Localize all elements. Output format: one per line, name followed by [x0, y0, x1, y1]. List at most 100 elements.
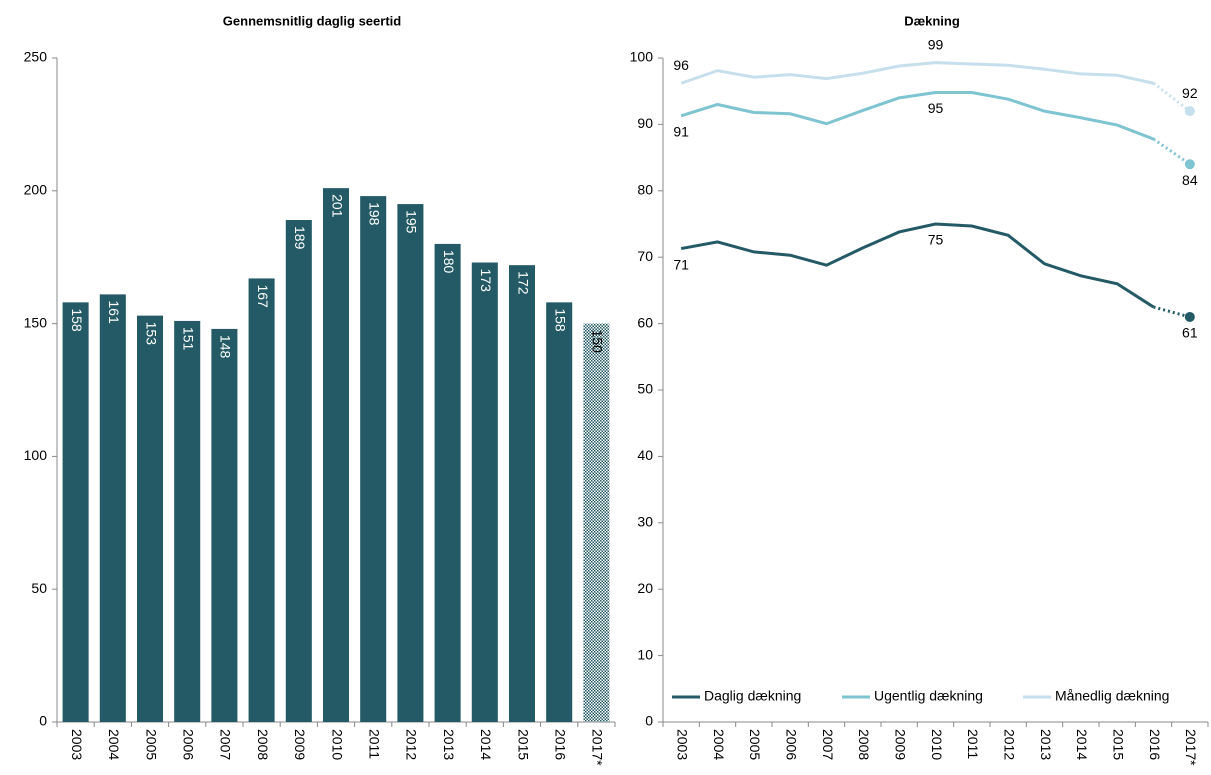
data-label: 99	[928, 36, 944, 52]
data-label: 61	[1182, 325, 1198, 341]
y-tick-label: 100	[630, 49, 654, 65]
data-label: 180	[441, 250, 457, 274]
bar	[99, 294, 126, 722]
legend-label: Ugentlig dækning	[874, 688, 983, 704]
line	[680, 61, 1154, 85]
x-tick-label: 2012	[404, 729, 420, 760]
chart-title: Gennemsnitlig daglig seertid	[223, 13, 401, 28]
y-tick-label: 70	[637, 248, 653, 264]
data-label: 84	[1182, 172, 1198, 188]
y-tick-label: 60	[637, 314, 653, 330]
bar	[285, 220, 312, 723]
y-tick-label: 250	[24, 49, 48, 65]
x-tick-label: 2017*	[590, 729, 606, 766]
data-label: 172	[515, 271, 531, 295]
data-label: 189	[292, 226, 308, 250]
bar	[136, 315, 164, 722]
data-label: 201	[329, 194, 345, 218]
line	[680, 91, 1155, 141]
bar	[248, 278, 275, 722]
data-label: 71	[673, 256, 689, 272]
data-label: 153	[143, 322, 159, 346]
x-tick-label: 2017*	[1183, 729, 1199, 766]
data-label: 195	[404, 210, 420, 234]
data-label: 167	[255, 284, 271, 308]
bar	[62, 302, 89, 722]
x-tick-label: 2015	[515, 729, 531, 760]
x-tick-label: 2011	[366, 729, 382, 759]
x-tick-label: 2014	[1074, 729, 1090, 760]
y-tick-label: 90	[637, 115, 653, 131]
x-tick-label: 2009	[892, 729, 908, 760]
y-tick-label: 20	[637, 580, 653, 596]
line-segment	[1153, 305, 1191, 319]
data-label: 173	[478, 269, 494, 293]
bar	[174, 320, 201, 722]
data-label: 92	[1182, 85, 1198, 101]
y-tick-label: 0	[645, 713, 653, 729]
x-tick-label: 2008	[856, 729, 872, 760]
x-tick-label: 2004	[106, 729, 122, 760]
x-tick-label: 2006	[180, 729, 196, 760]
y-tick-label: 50	[637, 381, 653, 397]
x-tick-label: 2015	[1110, 729, 1126, 760]
y-tick-label: 50	[31, 580, 47, 596]
y-tick-label: 200	[24, 182, 48, 198]
point	[1184, 106, 1195, 117]
bar	[322, 188, 350, 723]
bar	[434, 243, 461, 723]
x-tick-label: 2003	[69, 729, 85, 760]
bar	[508, 265, 536, 722]
data-label: 158	[69, 308, 85, 332]
point	[1184, 159, 1195, 170]
legend-label: Månedlig dækning	[1055, 688, 1169, 704]
data-label: 91	[673, 123, 689, 139]
x-tick-label: 2005	[143, 729, 159, 760]
bar	[211, 328, 238, 722]
y-tick-label: 80	[637, 182, 653, 198]
bar	[546, 302, 573, 722]
bar	[397, 204, 424, 722]
y-tick-label: 30	[637, 514, 653, 530]
x-tick-label: 2007	[218, 729, 234, 760]
y-tick-label: 150	[24, 314, 48, 330]
bar	[360, 196, 387, 722]
x-tick-label: 2007	[820, 729, 836, 760]
chart-title: Dækning	[904, 13, 960, 28]
x-tick-label: 2008	[255, 729, 271, 760]
x-tick-label: 2014	[478, 729, 494, 760]
x-tick-label: 2003	[674, 729, 690, 760]
x-tick-label: 2005	[747, 729, 763, 760]
y-tick-label: 100	[24, 447, 48, 463]
x-tick-label: 2006	[783, 729, 799, 760]
y-tick-label: 40	[637, 447, 653, 463]
data-label: 161	[106, 300, 122, 324]
data-label: 151	[180, 327, 196, 351]
point	[1184, 311, 1195, 322]
line-segment	[1152, 137, 1191, 166]
bar	[583, 323, 610, 722]
x-tick-label: 2012	[1001, 729, 1017, 760]
x-tick-label: 2009	[292, 729, 308, 760]
legend-label: Daglig dækning	[704, 688, 801, 704]
data-label: 148	[218, 335, 234, 359]
x-tick-label: 2010	[329, 729, 345, 760]
line	[680, 222, 1155, 309]
data-label: 96	[673, 57, 689, 73]
x-tick-label: 2016	[1147, 729, 1163, 760]
x-tick-label: 2010	[929, 729, 945, 760]
data-label: 158	[552, 308, 568, 332]
x-tick-label: 2016	[552, 729, 568, 760]
data-label: 95	[928, 100, 944, 116]
x-tick-label: 2013	[1038, 729, 1054, 760]
x-tick-label: 2011	[965, 729, 981, 759]
y-tick-label: 0	[39, 713, 47, 729]
bar	[471, 262, 498, 722]
data-label: 198	[366, 202, 382, 226]
data-label: 150	[590, 330, 606, 354]
x-tick-label: 2013	[441, 729, 457, 760]
x-tick-label: 2004	[711, 729, 727, 760]
y-tick-label: 10	[637, 646, 653, 662]
data-label: 75	[928, 232, 944, 248]
